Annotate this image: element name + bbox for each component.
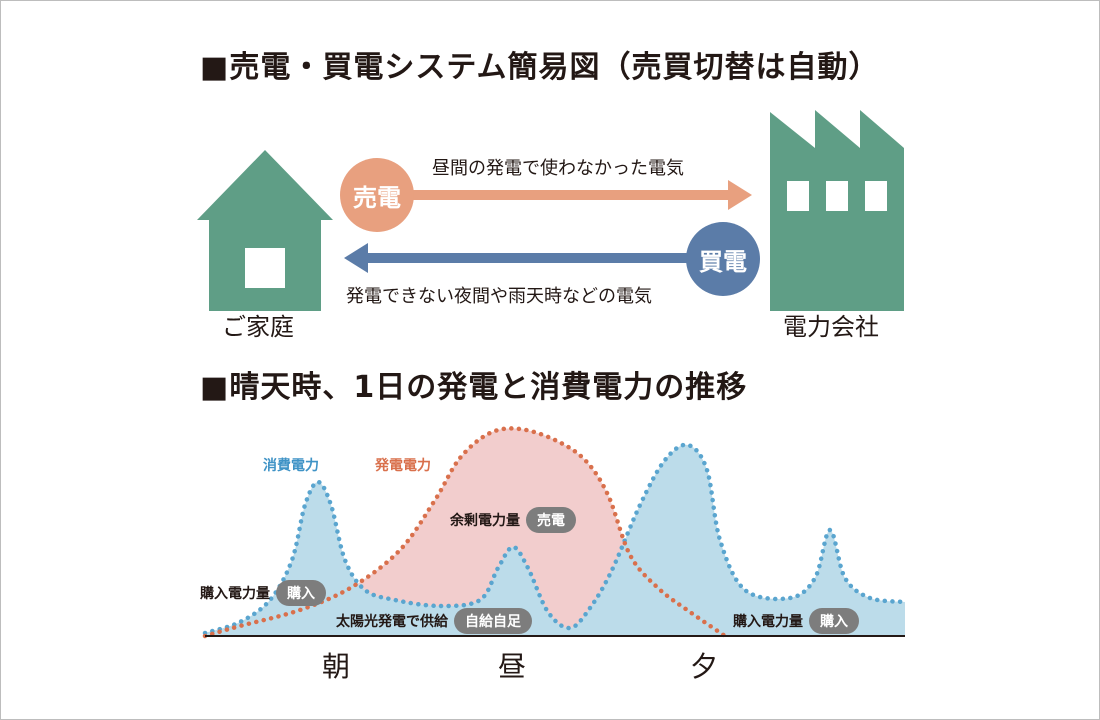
solar-supply-annotation: 太陽光発電で供給 自給自足	[336, 608, 532, 634]
x-label-noon: 昼	[498, 650, 527, 683]
surplus-text: 余剰電力量	[450, 513, 520, 529]
purchase-morning-tag: 購入	[276, 580, 326, 606]
system-heading: ■売電・買電システム簡易図（売買切替は自動）	[200, 50, 880, 85]
factory-icon	[770, 110, 904, 311]
purchase-morning-text: 購入電力量	[200, 586, 270, 602]
consumption-line	[202, 442, 908, 636]
buy-arrow	[344, 243, 696, 273]
solar-supply-text: 太陽光発電で供給	[336, 614, 448, 630]
house-icon	[197, 150, 333, 311]
buy-badge: 買電	[686, 222, 760, 296]
generation-line	[202, 426, 728, 639]
purchase-evening-annotation: 購入電力量 購入	[733, 608, 859, 634]
consumption-series-label: 消費電力	[263, 458, 319, 474]
x-label-morning: 朝	[322, 650, 351, 683]
home-label: ご家庭	[222, 313, 294, 341]
purchase-morning-annotation: 購入電力量 購入	[200, 580, 326, 606]
consumption-area	[205, 444, 905, 636]
surplus-area	[205, 428, 725, 633]
generation-series-label: 発電電力	[375, 458, 431, 474]
purchase-evening-text: 購入電力量	[733, 614, 803, 630]
sell-badge: 売電	[340, 158, 414, 232]
sell-description: 昼間の発電で使わなかった電気	[432, 158, 684, 179]
surplus-annotation: 余剰電力量 売電	[450, 507, 576, 533]
daily-heading: ■晴天時、1日の発電と消費電力の推移	[200, 370, 748, 405]
surplus-tag: 売電	[526, 507, 576, 533]
company-label: 電力会社	[783, 313, 879, 341]
x-label-evening: 夕	[690, 650, 719, 683]
sell-arrow	[390, 180, 752, 210]
buy-description: 発電できない夜間や雨天時などの電気	[346, 286, 652, 307]
solar-supply-tag: 自給自足	[454, 608, 532, 634]
purchase-evening-tag: 購入	[809, 608, 859, 634]
